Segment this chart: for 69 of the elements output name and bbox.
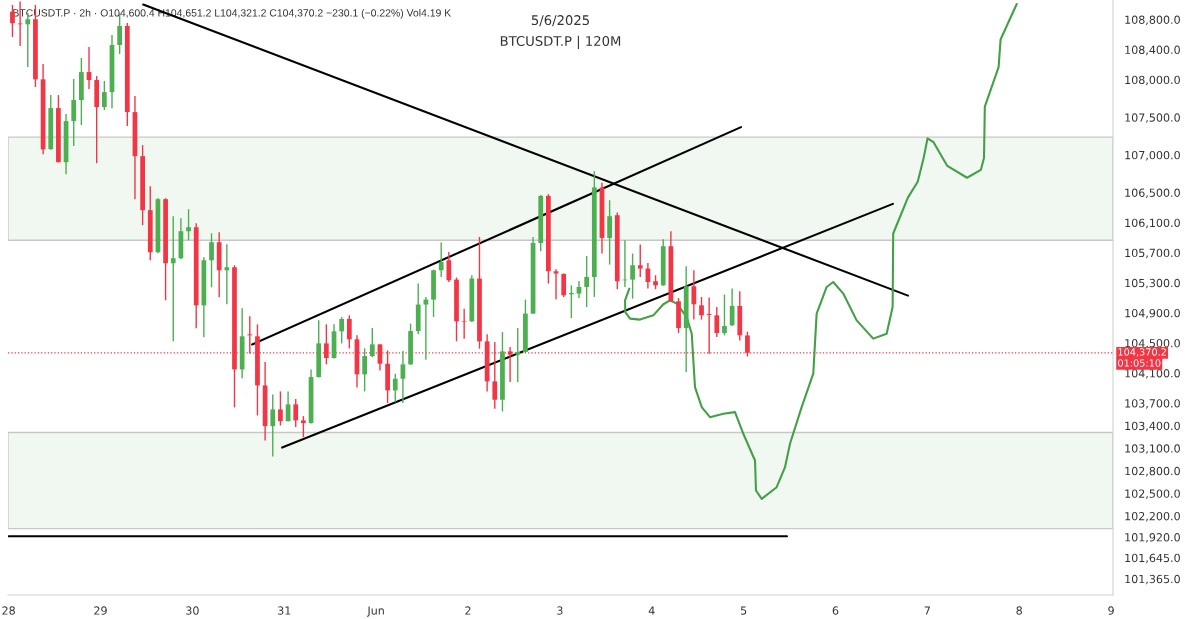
y-tick-label: 108,800.0 — [1125, 15, 1180, 26]
y-tick-label: 101,365.0 — [1125, 574, 1180, 585]
candlestick — [561, 272, 567, 298]
x-tick-label: 9 — [1108, 606, 1114, 615]
candlestick — [369, 327, 375, 358]
y-tick-label: 107,500.0 — [1125, 113, 1180, 123]
y-tick-label: 102,500.0 — [1125, 489, 1180, 499]
x-tick-label: 8 — [1016, 606, 1022, 615]
y-tick-label: 101,645.0 — [1125, 553, 1180, 564]
candlestick — [278, 390, 283, 427]
candlestick — [446, 251, 452, 283]
candlestick — [714, 306, 720, 338]
candlestick — [293, 398, 299, 428]
x-tick-label: 7 — [924, 606, 930, 615]
candlestick — [224, 243, 230, 305]
x-tick-label: 29 — [94, 606, 107, 615]
candlestick — [392, 373, 398, 403]
x-tick-label: 4 — [648, 606, 655, 615]
y-tick-label: 106,500.0 — [1125, 188, 1180, 199]
candlestick — [362, 347, 368, 393]
candlestick — [691, 269, 697, 321]
text: BTCUSDT.P | 120M — [500, 35, 621, 49]
x-tick-label: 5 — [740, 606, 747, 615]
y-tick-label: 108,400.0 — [1125, 45, 1180, 56]
y-tick-label: 104,900.0 — [1125, 308, 1180, 319]
y-tick-label: 104,100.0 — [1125, 369, 1180, 379]
candlestick — [101, 80, 107, 111]
candlestick — [637, 243, 643, 278]
line-series — [624, 2, 1018, 500]
y-tick-label: 103,700.0 — [1125, 399, 1180, 409]
x-tick-label: 30 — [186, 606, 199, 615]
y-tick-label: 108,000.0 — [1125, 75, 1180, 86]
candlestick — [186, 208, 191, 241]
candlestick — [170, 215, 176, 343]
x-tick-label: 28 — [2, 606, 15, 615]
ref-line-label: 104,370.2 — [1118, 348, 1166, 357]
candlestick — [722, 293, 727, 337]
y-tick-label: 105,300.0 — [1125, 278, 1180, 289]
y-tick-label: 103,400.0 — [1125, 421, 1180, 432]
candlestick — [301, 415, 306, 438]
y-tick-label: 107,000.0 — [1125, 150, 1180, 161]
candlestick — [438, 241, 444, 278]
candlestick — [10, 4, 15, 38]
candlestick — [339, 316, 345, 345]
y-tick-label: 106,100.0 — [1125, 218, 1180, 229]
candlestick — [553, 268, 559, 301]
y-tick-label: 102,800.0 — [1125, 466, 1180, 477]
candlestick — [270, 393, 276, 458]
candlestick — [346, 314, 352, 350]
candlestick — [699, 296, 704, 321]
candlestick — [630, 252, 635, 300]
candlestick — [209, 232, 214, 288]
y-tick-label: 102,200.0 — [1125, 511, 1180, 522]
x-tick-label: 6 — [832, 606, 839, 615]
text: 5/6/2025 — [531, 15, 589, 27]
candlestick — [584, 255, 590, 308]
x-tick-label: 31 — [278, 606, 291, 615]
y-tick-label: 105,700.0 — [1125, 248, 1180, 259]
x-tick-label: 2 — [465, 606, 471, 615]
y-tick-label: 103,100.0 — [1125, 444, 1180, 454]
candlestick — [461, 307, 467, 340]
x-tick-label: 3 — [557, 606, 563, 615]
candlestick — [515, 327, 521, 383]
y-tick-label: 101,920.0 — [1125, 533, 1180, 543]
text: 01:05:10 — [1118, 359, 1161, 367]
candlestick — [71, 78, 77, 147]
x-tick-label: Jun — [366, 606, 384, 617]
y-tick-label: 104,500.0 — [1125, 338, 1180, 349]
candlestick — [607, 199, 612, 266]
